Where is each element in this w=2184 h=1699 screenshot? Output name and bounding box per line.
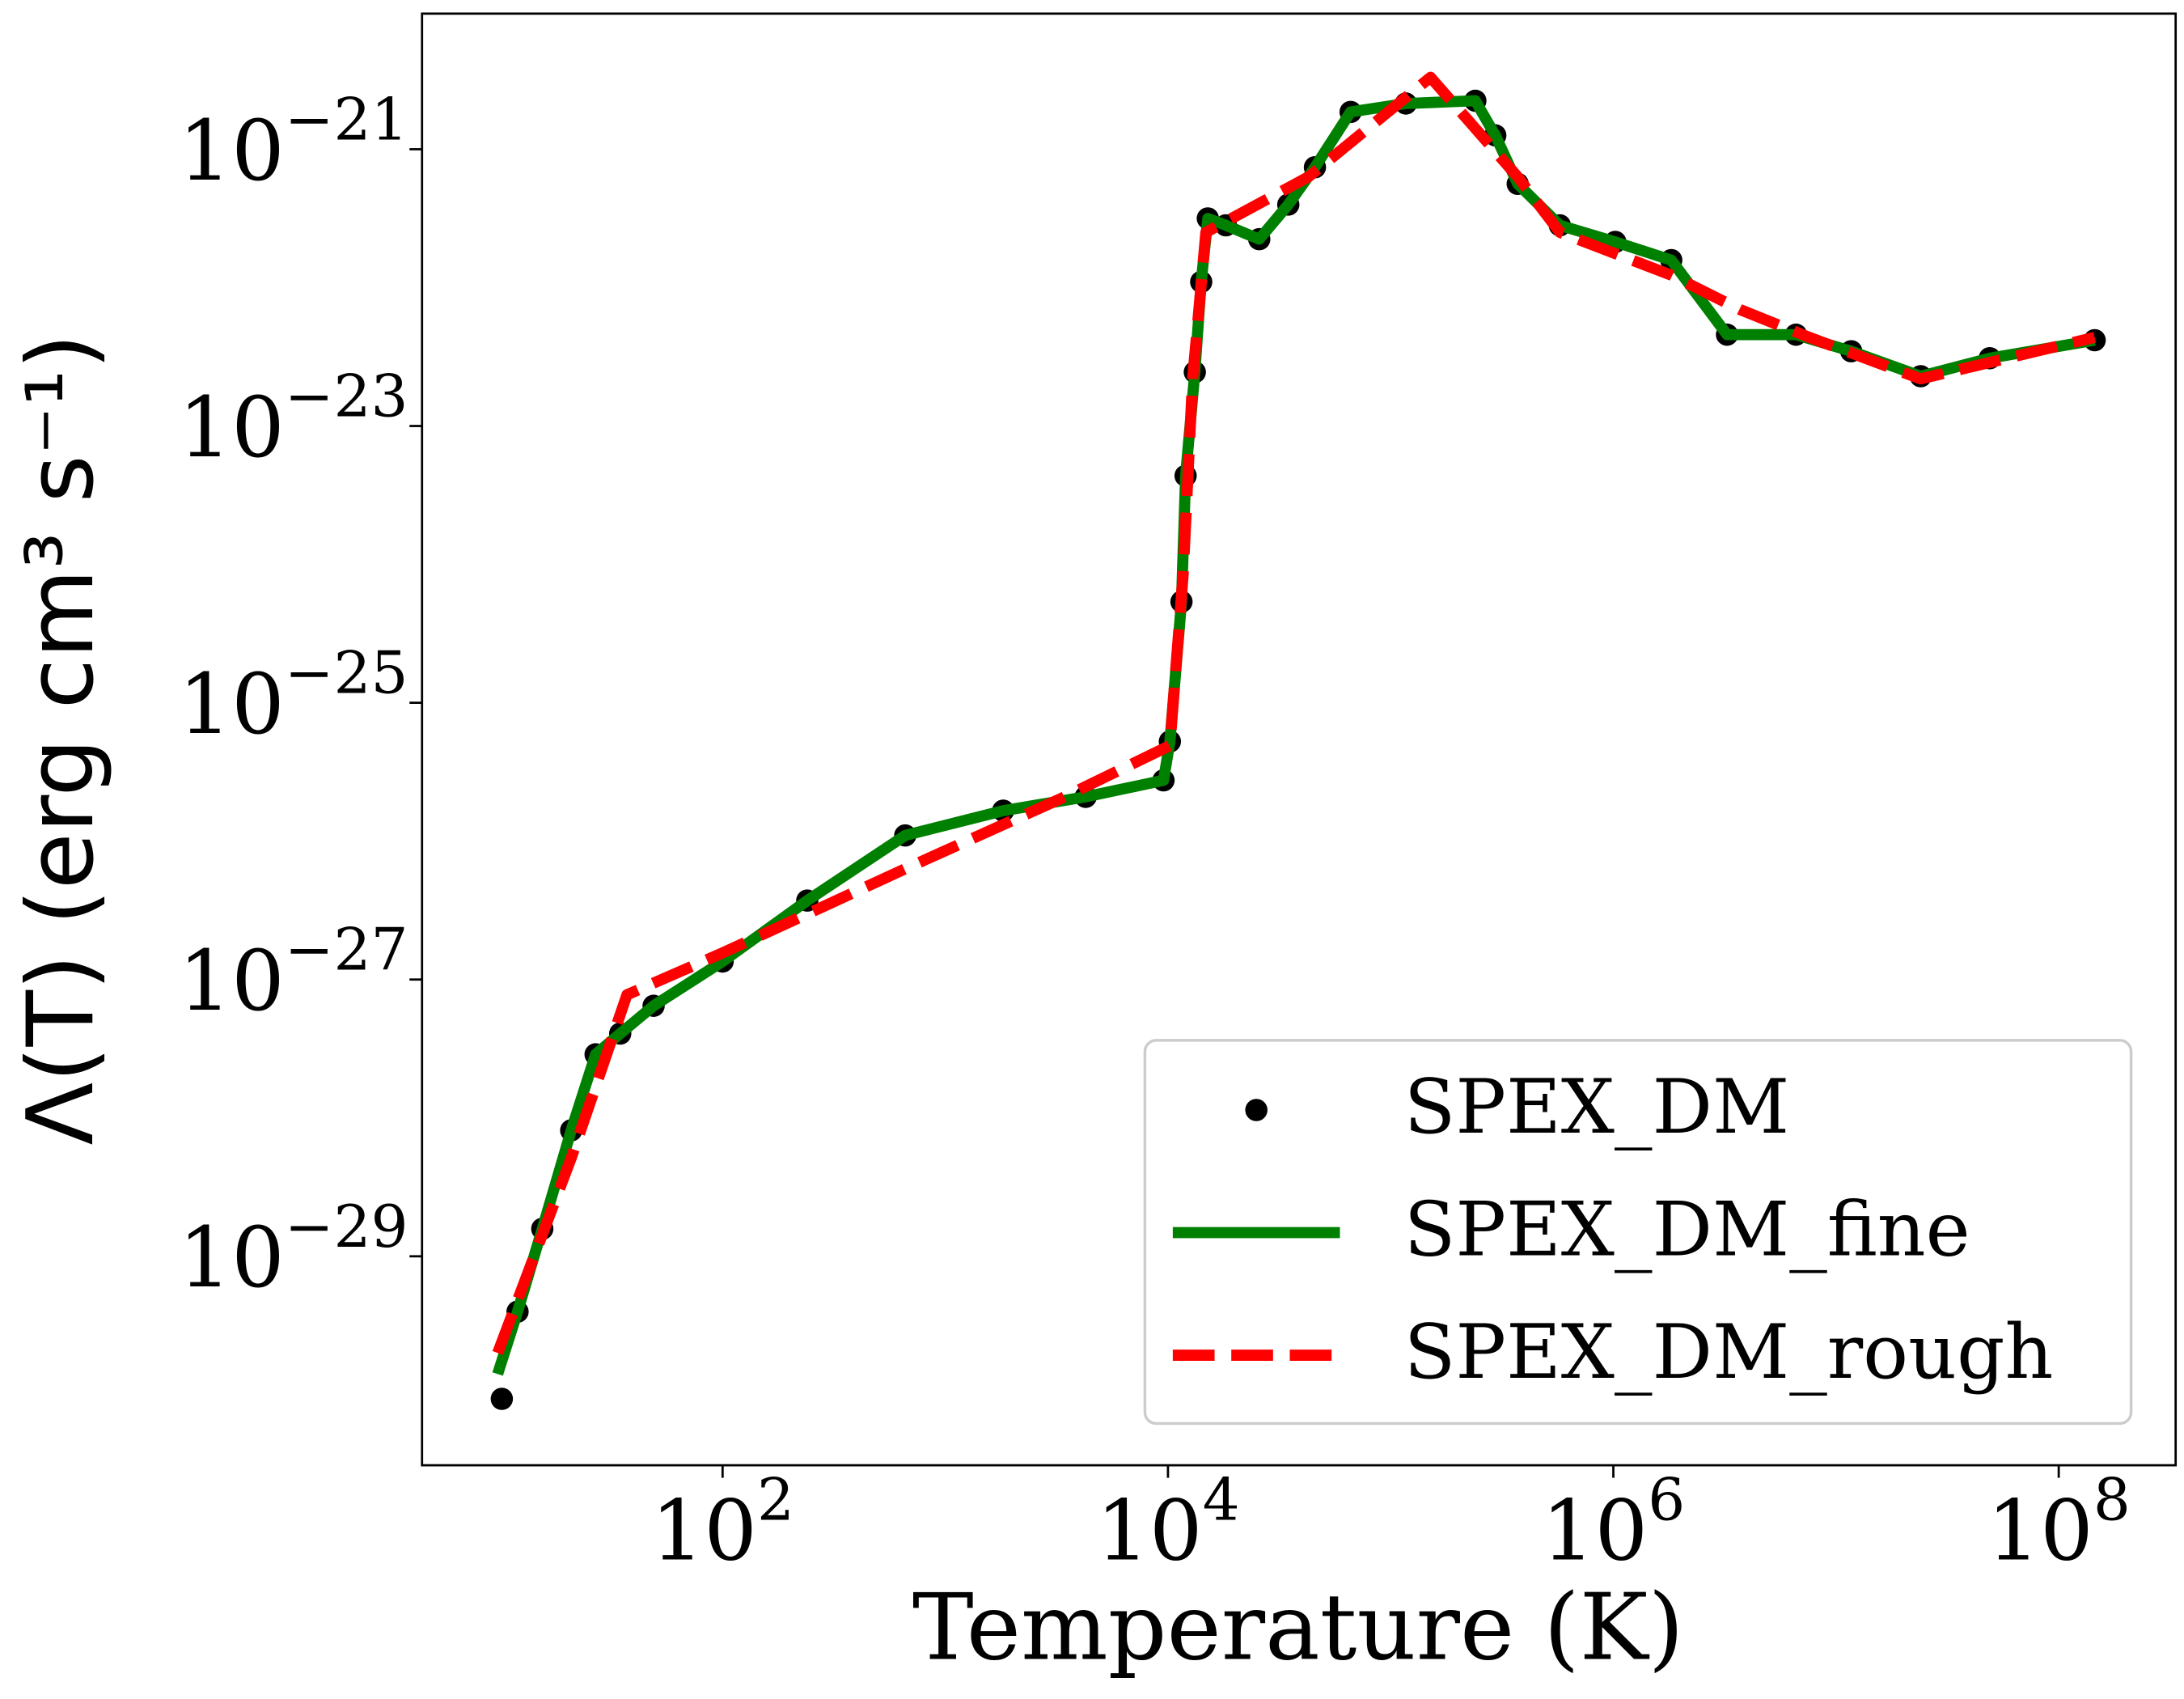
y-tick-label: 10−25	[178, 640, 408, 753]
x-tick-label: 104	[1096, 1466, 1239, 1579]
y-axis-label: Λ(T) (erg cm³ s⁻¹)	[7, 333, 114, 1145]
y-tick-label: 10−29	[178, 1193, 408, 1307]
legend-label: SPEX_DM_fine	[1404, 1185, 1970, 1273]
x-tick-label: 106	[1542, 1466, 1685, 1579]
data-line	[492, 71, 2097, 1355]
plot-area	[490, 71, 2106, 1410]
data-point	[490, 1388, 514, 1410]
data-line	[492, 95, 2096, 1376]
y-tick-label: 10−27	[178, 917, 408, 1030]
legend-box	[1143, 1039, 2133, 1426]
y-tick-label: 10−21	[178, 86, 408, 199]
y-tick-label: 10−23	[178, 363, 408, 477]
x-tick-label: 108	[1987, 1466, 2130, 1579]
legend-label: SPEX_DM_rough	[1404, 1308, 2054, 1396]
legend-marker	[1245, 1099, 1268, 1121]
x-axis-label: Temperature (K)	[912, 1574, 1684, 1681]
plot-frame	[421, 12, 2178, 1467]
x-tick-label: 102	[651, 1466, 794, 1579]
legend-label: SPEX_DM	[1404, 1063, 1790, 1150]
